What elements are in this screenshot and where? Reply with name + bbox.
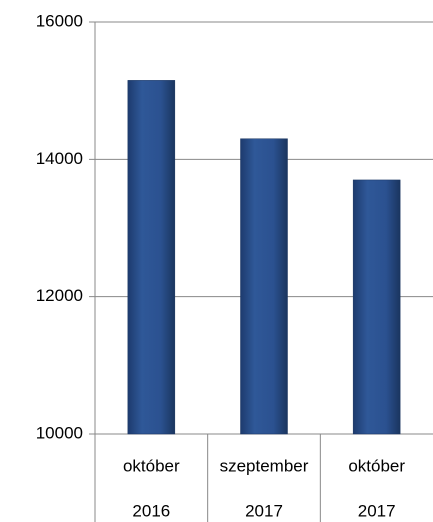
y-tick-label: 14000 — [36, 149, 83, 168]
y-tick-label: 12000 — [36, 286, 83, 305]
x-tick-label: 2017 — [358, 501, 396, 520]
x-tick-label: 2016 — [132, 501, 170, 520]
x-tick-label: 2017 — [245, 501, 283, 520]
bar — [127, 80, 176, 435]
y-tick-label: 16000 — [36, 11, 83, 30]
x-tick-label: szeptember — [220, 456, 309, 475]
bar — [352, 179, 401, 435]
bar — [240, 138, 288, 435]
x-tick-label: október — [348, 456, 405, 475]
x-tick-label: október — [123, 456, 180, 475]
y-tick-label: 10000 — [36, 423, 83, 442]
